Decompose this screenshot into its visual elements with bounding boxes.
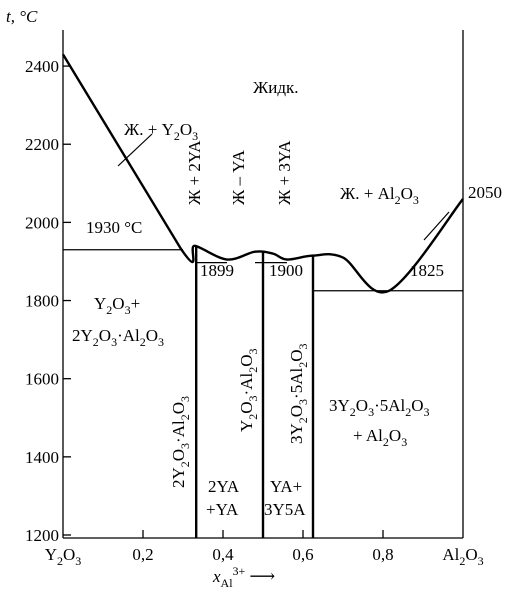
- compound-label-2ya: 2Y2O3·Al2O3: [169, 396, 192, 488]
- y-axis-label: t, °C: [6, 7, 38, 26]
- eutectic-lines: [63, 249, 463, 292]
- compound-label-ya: Y2O3·Al2O3: [237, 348, 260, 432]
- region-solid-right-line1: 3Y2O3·5Al2O3: [329, 396, 430, 419]
- y-tick-label-2000: 2000: [25, 213, 59, 232]
- y-tick-label-1800: 1800: [25, 292, 59, 311]
- y-tick-label-1600: 1600: [25, 370, 59, 389]
- compound-label-3y5a: 3Y2O3·5Al2O3: [287, 343, 310, 444]
- x-tick-label-0: Y2O3: [45, 545, 82, 568]
- region-liquid: Жидк.: [253, 78, 299, 97]
- region-ya-3y5a-line2: 3Y5A: [264, 500, 306, 519]
- y-tick-label-2200: 2200: [25, 135, 59, 154]
- region-liq-3ya: Ж + 3YA: [275, 140, 294, 205]
- y-ticks: 1200 1400 1600 1800 2000 2200 2400: [25, 57, 71, 545]
- region-liq-2ya: Ж + 2YA: [185, 140, 204, 205]
- melting-label-2050: 2050: [468, 183, 502, 202]
- x-tick-label-4: 0,8: [372, 545, 393, 564]
- compound-lines: [194, 245, 315, 538]
- region-2ya-ya-line2: +YA: [206, 500, 239, 519]
- leader-liq-al2o3: [423, 211, 450, 241]
- x-tick-label-5: Al2O3: [442, 545, 483, 568]
- region-liq-ya: Ж – YA: [229, 149, 248, 205]
- x-ticks: Y2O3 0,2 0,4 0,6 0,8 Al2O3: [45, 530, 484, 568]
- x-axis-label: xAl3+ ⟶: [212, 564, 275, 590]
- region-solid-right-line2: + Al2O3: [353, 426, 407, 449]
- leader-liq-y2o3: [117, 133, 153, 167]
- region-liq-y2o3: Ж. + Y2O3: [124, 120, 198, 143]
- x-tick-label-2: 0,4: [212, 545, 234, 564]
- y-tick-label-1400: 1400: [25, 448, 59, 467]
- region-solid-left-line2: 2Y2O3·Al2O3: [72, 326, 164, 349]
- region-ya-3y5a-line1: YA+: [270, 477, 302, 496]
- region-liq-al2o3: Ж. + Al2O3: [340, 184, 419, 207]
- x-tick-label-3: 0,6: [292, 545, 313, 564]
- eutectic-label-1825: 1825: [410, 261, 444, 280]
- eutectic-label-1899: 1899: [200, 261, 234, 280]
- eutectic-label-1900: 1900: [269, 261, 303, 280]
- region-2ya-ya-line1: 2YA: [208, 477, 240, 496]
- y-tick-label-1200: 1200: [25, 526, 59, 545]
- region-solid-left-line1: Y2O3+: [94, 294, 140, 317]
- y-tick-label-2400: 2400: [25, 57, 59, 76]
- eutectic-label-1930: 1930 °C: [86, 218, 142, 237]
- x-tick-label-1: 0,2: [132, 545, 153, 564]
